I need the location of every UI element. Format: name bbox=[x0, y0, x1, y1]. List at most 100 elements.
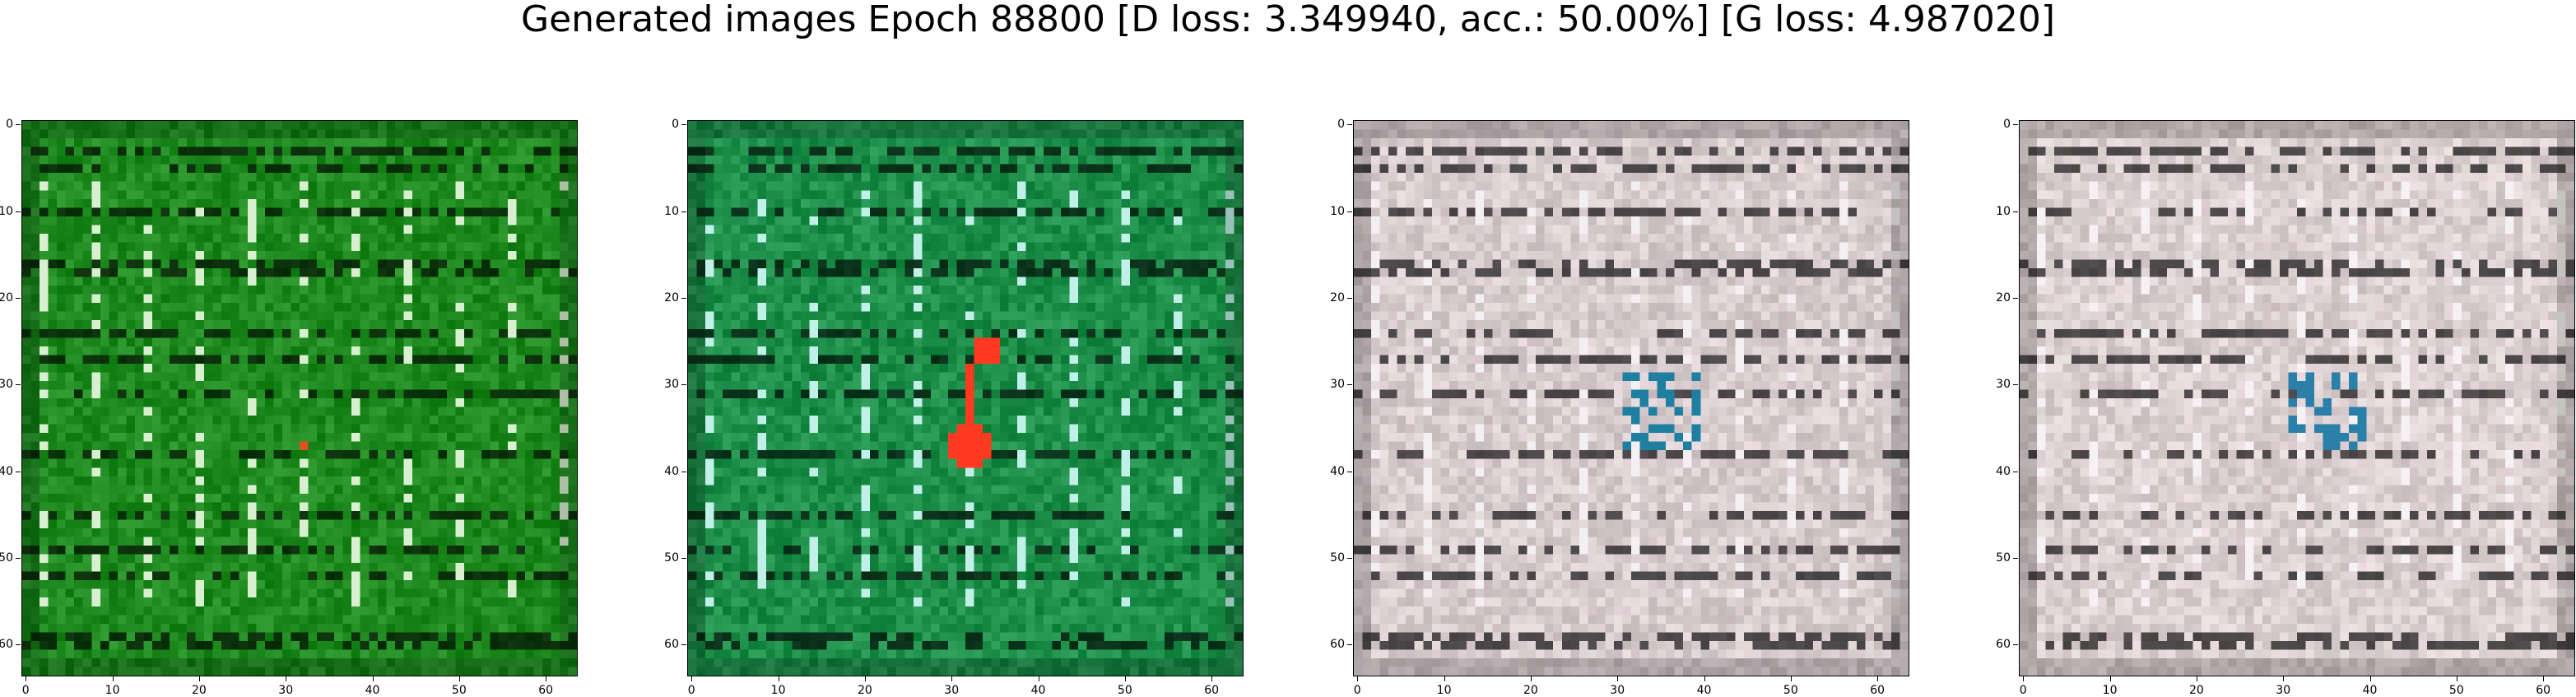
y-tick bbox=[2013, 644, 2018, 646]
figure-title: Generated images Epoch 88800 [D loss: 3.… bbox=[520, 0, 2056, 40]
x-tick bbox=[1444, 676, 1445, 681]
x-tick bbox=[372, 676, 374, 681]
y-tick-label: 10 bbox=[1996, 204, 2011, 218]
y-tick-label: 10 bbox=[0, 204, 13, 218]
y-tick bbox=[2013, 211, 2018, 212]
y-tick bbox=[1347, 557, 1352, 559]
x-tick-label: 60 bbox=[538, 684, 554, 697]
x-tick-label: 60 bbox=[1870, 684, 1886, 697]
y-tick bbox=[681, 644, 686, 646]
y-tick-label: 10 bbox=[664, 204, 679, 218]
y-tick-label: 30 bbox=[1330, 378, 1345, 392]
x-tick bbox=[1211, 676, 1213, 681]
y-tick bbox=[16, 124, 21, 126]
y-tick-label: 50 bbox=[0, 551, 13, 565]
y-tick-label: 60 bbox=[0, 638, 13, 652]
x-tick-label: 40 bbox=[365, 684, 380, 697]
x-tick-label: 0 bbox=[21, 684, 30, 697]
y-tick-label: 40 bbox=[0, 464, 13, 478]
y-tick-label: 50 bbox=[1996, 551, 2011, 565]
x-tick-label: 10 bbox=[770, 684, 786, 697]
y-tick bbox=[681, 124, 686, 126]
x-tick-label: 50 bbox=[2448, 684, 2464, 697]
x-tick bbox=[2023, 676, 2025, 681]
y-tick bbox=[681, 297, 686, 299]
generated-image-panel-2: 0 0 10 10 20 20 30 30 40 40 50 50 60 60 bbox=[664, 118, 1244, 696]
x-tick-label: 10 bbox=[2102, 684, 2118, 697]
y-tick bbox=[1347, 384, 1352, 386]
x-tick bbox=[1704, 676, 1705, 681]
x-tick-label: 40 bbox=[2362, 684, 2378, 697]
y-tick bbox=[681, 557, 686, 559]
x-tick bbox=[458, 676, 460, 681]
y-tick bbox=[2013, 557, 2018, 559]
y-tick-label: 20 bbox=[1996, 290, 2011, 304]
y-tick-label: 60 bbox=[1996, 638, 2011, 652]
generated-image bbox=[1354, 121, 1909, 676]
x-tick-label: 20 bbox=[857, 684, 872, 697]
x-tick-label: 30 bbox=[944, 684, 960, 697]
x-tick-label: 30 bbox=[1610, 684, 1625, 697]
y-tick bbox=[2013, 384, 2018, 386]
x-tick-label: 0 bbox=[1353, 684, 1361, 697]
y-tick-label: 60 bbox=[1330, 638, 1345, 652]
y-tick-label: 40 bbox=[1330, 464, 1345, 478]
y-tick-label: 50 bbox=[1330, 551, 1345, 565]
x-tick bbox=[1790, 676, 1792, 681]
x-tick bbox=[2369, 676, 2371, 681]
y-tick bbox=[1347, 644, 1352, 646]
x-tick-label: 40 bbox=[1696, 684, 1712, 697]
image-frame bbox=[2019, 120, 2575, 676]
x-tick-label: 20 bbox=[2188, 684, 2204, 697]
x-tick-label: 30 bbox=[278, 684, 294, 697]
x-tick-label: 20 bbox=[191, 684, 207, 697]
y-tick-label: 40 bbox=[1996, 464, 2011, 478]
y-tick bbox=[1347, 124, 1352, 126]
x-tick bbox=[1617, 676, 1619, 681]
generated-image bbox=[2020, 121, 2574, 676]
y-tick-label: 30 bbox=[664, 378, 679, 392]
x-tick bbox=[1877, 676, 1879, 681]
generated-image-panel-4: 0 0 10 10 20 20 30 30 40 40 50 50 60 60 bbox=[1996, 118, 2575, 696]
x-tick bbox=[2543, 676, 2545, 681]
y-tick-label: 40 bbox=[664, 464, 679, 478]
image-frame bbox=[21, 120, 578, 676]
y-tick bbox=[2013, 297, 2018, 299]
x-tick-label: 30 bbox=[2276, 684, 2291, 697]
y-tick-label: 30 bbox=[1996, 378, 2011, 392]
y-tick bbox=[16, 644, 21, 646]
x-tick bbox=[112, 676, 114, 681]
y-tick-label: 20 bbox=[1330, 290, 1345, 304]
x-tick bbox=[198, 676, 200, 681]
x-tick bbox=[1357, 676, 1359, 681]
x-tick bbox=[1530, 676, 1532, 681]
x-tick-label: 20 bbox=[1523, 684, 1538, 697]
y-tick-label: 20 bbox=[0, 290, 13, 304]
image-frame bbox=[1353, 120, 1909, 676]
x-tick-label: 50 bbox=[451, 684, 467, 697]
x-tick bbox=[2283, 676, 2285, 681]
x-tick-label: 10 bbox=[1436, 684, 1452, 697]
y-tick bbox=[16, 211, 21, 212]
y-tick-label: 50 bbox=[664, 551, 679, 565]
y-tick bbox=[16, 384, 21, 386]
x-tick-label: 40 bbox=[1030, 684, 1046, 697]
y-tick-label: 30 bbox=[0, 378, 13, 392]
x-tick-label: 60 bbox=[2536, 684, 2551, 697]
y-tick-label: 0 bbox=[1337, 118, 1345, 132]
y-tick-label: 0 bbox=[6, 118, 13, 132]
x-tick-label: 0 bbox=[687, 684, 695, 697]
y-tick bbox=[681, 211, 686, 212]
x-tick bbox=[951, 676, 953, 681]
generated-image bbox=[688, 121, 1243, 676]
y-tick bbox=[1347, 297, 1352, 299]
generated-image-panel-3: 0 0 10 10 20 20 30 30 40 40 50 50 60 60 bbox=[1330, 118, 1909, 696]
y-tick-label: 10 bbox=[1330, 204, 1345, 218]
x-tick bbox=[864, 676, 866, 681]
y-tick bbox=[1347, 211, 1352, 212]
y-tick bbox=[16, 297, 21, 299]
x-tick-label: 0 bbox=[2019, 684, 2027, 697]
y-tick-label: 0 bbox=[2003, 118, 2011, 132]
y-tick bbox=[16, 557, 21, 559]
x-tick bbox=[1124, 676, 1126, 681]
